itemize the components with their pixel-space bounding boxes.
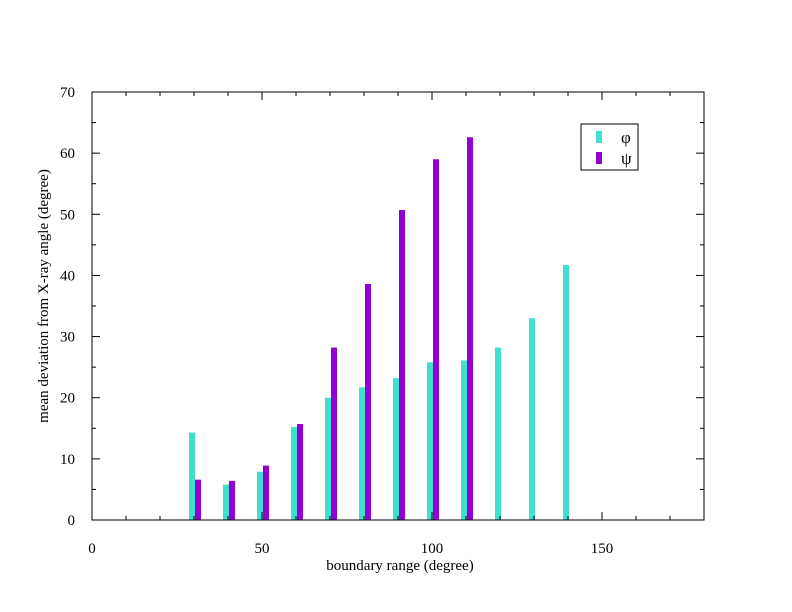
- y-axis-title: mean deviation from X-ray angle (degree): [36, 169, 52, 423]
- x-axis-title: boundary range (degree): [326, 558, 473, 574]
- bar-psi-40: [229, 480, 235, 520]
- y-tick-label-60: 60: [60, 146, 75, 162]
- y-tick-label-0: 0: [68, 513, 76, 529]
- bar-phi-30: [189, 432, 195, 520]
- legend-swatch-psi: [596, 152, 602, 164]
- bar-phi-80: [359, 387, 365, 520]
- bar-phi-70: [325, 397, 331, 520]
- y-tick-label-70: 70: [60, 85, 75, 101]
- x-tick-label-0: 0: [88, 541, 96, 557]
- legend-swatch-phi: [596, 131, 602, 143]
- legend: φ ψ: [580, 123, 639, 171]
- bars-layer: [189, 137, 569, 520]
- bar-phi-130: [529, 318, 535, 520]
- x-tick-label-50: 50: [255, 541, 270, 557]
- y-tick-label-50: 50: [60, 207, 75, 223]
- bar-phi-100: [427, 362, 433, 520]
- bar-psi-100: [433, 159, 439, 520]
- legend-label-phi: φ: [621, 128, 631, 147]
- bar-phi-60: [291, 427, 297, 520]
- legend-box: [580, 123, 639, 171]
- ticks-layer: 0 50 100 150 0 10 20 30 40 50 60 70: [60, 85, 704, 557]
- bar-phi-120: [495, 347, 501, 520]
- bar-psi-110: [467, 137, 473, 520]
- x-tick-label-150: 150: [591, 541, 614, 557]
- legend-label-psi: ψ: [621, 149, 632, 168]
- bar-phi-40: [223, 484, 229, 520]
- y-tick-label-10: 10: [60, 452, 75, 468]
- bar-psi-90: [399, 210, 405, 520]
- bar-phi-140: [563, 265, 569, 520]
- x-tick-label-100: 100: [421, 541, 444, 557]
- bar-psi-30: [195, 479, 201, 520]
- bar-phi-50: [257, 471, 263, 520]
- bar-psi-70: [331, 347, 337, 520]
- bar-psi-50: [263, 465, 269, 520]
- bar-phi-110: [461, 360, 467, 520]
- y-tick-label-40: 40: [60, 268, 75, 284]
- bar-phi-90: [393, 378, 399, 520]
- y-tick-label-20: 20: [60, 391, 75, 407]
- bar-psi-60: [297, 424, 303, 520]
- y-tick-label-30: 30: [60, 330, 75, 346]
- bar-psi-80: [365, 283, 371, 520]
